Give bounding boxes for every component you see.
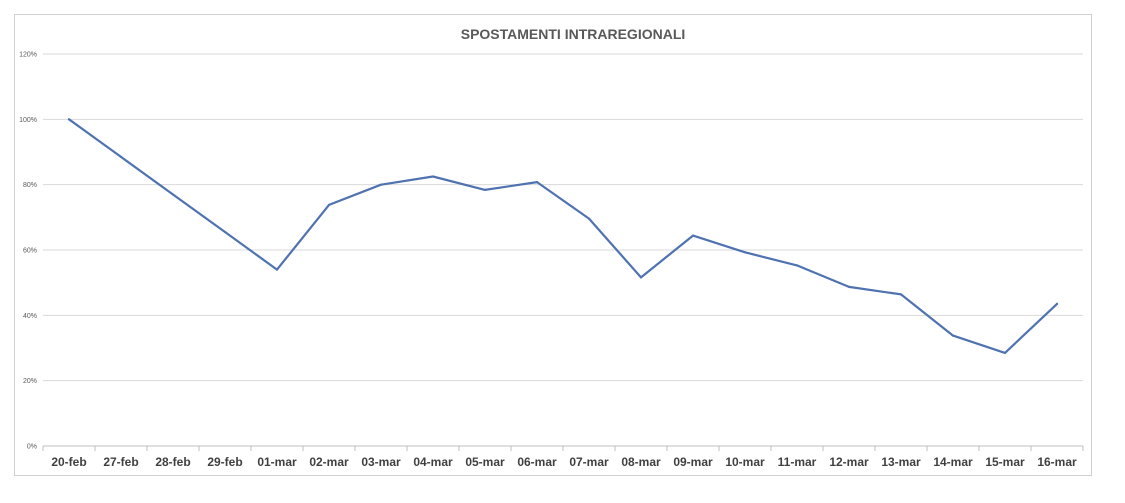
data-point: [379, 183, 383, 186]
x-tick-label: 15-mar: [985, 455, 1025, 469]
x-tick-label: 13-mar: [881, 455, 921, 469]
data-point: [327, 203, 331, 207]
x-tick-label: 09-mar: [673, 455, 713, 469]
data-point: [223, 230, 227, 234]
x-tick-label: 28-feb: [155, 455, 190, 469]
line-chart: SPOSTAMENTI INTRAREGIONALI 0% 20% 40% 60% 80…: [19, 26, 1084, 469]
data-point: [639, 276, 643, 279]
data-point: [743, 251, 747, 254]
x-tick-label: 02-mar: [309, 455, 349, 469]
data-point: [1055, 302, 1059, 305]
x-tick-label: 05-mar: [465, 455, 505, 469]
data-point: [535, 180, 539, 184]
x-axis-ticks: 20-feb 27-feb 28-feb 29-feb 01-mar 02-mar 03-m…: [51, 455, 1077, 469]
data-point: [691, 234, 695, 237]
x-tick-label: 29-feb: [207, 455, 242, 469]
y-tick-label: 80%: [23, 182, 37, 189]
y-axis-ticks: 0% 20% 40% 60% 80% 100% 120%: [19, 52, 37, 451]
data-point: [951, 334, 955, 337]
data-point: [483, 188, 487, 191]
y-tick-label: 120%: [19, 52, 37, 59]
data-point: [119, 155, 123, 158]
x-tick-label: 07-mar: [569, 455, 609, 469]
x-tick-label: 27-feb: [103, 455, 138, 469]
x-tick-label: 16-mar: [1037, 455, 1077, 469]
x-tick-label: 03-mar: [361, 455, 401, 469]
data-point: [275, 268, 279, 271]
x-tick-label: 20-feb: [51, 455, 86, 469]
x-tick-label: 11-mar: [778, 455, 817, 469]
x-axis: [42, 445, 1084, 451]
data-point: [1003, 351, 1007, 354]
y-tick-label: 20%: [23, 378, 37, 385]
x-tick-label: 06-mar: [517, 455, 557, 469]
series-layer: [67, 118, 1059, 354]
data-point: [795, 264, 799, 267]
chart-title: SPOSTAMENTI INTRAREGIONALI: [461, 26, 686, 42]
data-point: [171, 193, 175, 196]
data-point: [847, 285, 851, 289]
y-tick-label: 100%: [19, 117, 37, 124]
y-tick-label: 0%: [27, 444, 37, 451]
chart-frame: SPOSTAMENTI INTRAREGIONALI 0% 20% 40% 60% 80…: [14, 14, 1092, 476]
data-point: [431, 175, 435, 178]
x-tick-label: 14-mar: [933, 455, 973, 469]
data-point: [67, 118, 71, 121]
y-tick-label: 60%: [23, 248, 37, 255]
gridlines: [43, 53, 1083, 382]
x-tick-label: 12-mar: [829, 455, 869, 469]
data-point: [587, 217, 591, 220]
x-tick-label: 10-mar: [725, 455, 765, 469]
x-tick-label: 08-mar: [621, 455, 661, 469]
x-tick-label: 04-mar: [413, 455, 453, 469]
series-line: [67, 118, 1059, 354]
x-tick-label: 01-mar: [257, 455, 297, 469]
y-tick-label: 40%: [23, 313, 37, 320]
data-point: [899, 293, 903, 296]
